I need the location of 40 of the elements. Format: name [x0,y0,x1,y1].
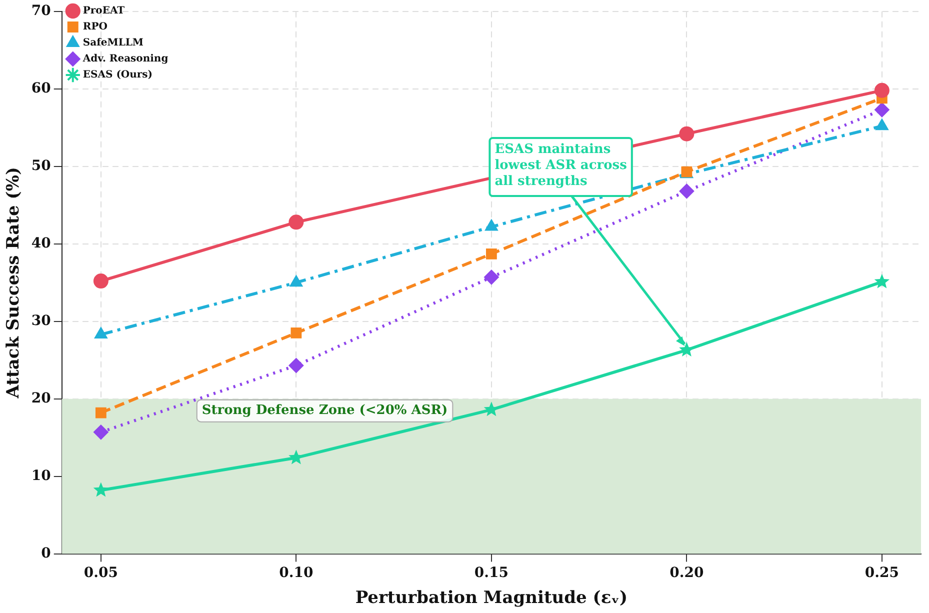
band-label: Strong Defense Zone (<20% ASR) [202,403,448,418]
legend-label: SafeMLLM [82,38,144,49]
point [290,275,303,287]
point [875,118,889,130]
point [874,82,890,98]
point [874,102,890,118]
point [679,126,694,142]
legend-label: ProEAT [82,6,126,17]
x-axis-title: Perturbation Magnitude (εᵥ) [355,588,628,608]
legend-label: RPO [82,22,108,33]
point [486,248,497,260]
point [484,219,498,231]
y-tick-label: 60 [31,80,52,97]
annotation: ESAS maintains lowest ASR across all strengths [494,142,627,189]
legend-label: Adv. Reasoning [82,54,168,65]
y-tick-label: 40 [31,236,52,252]
legend-label: ESAS (Ours) [82,70,153,81]
point [290,328,302,338]
point [93,482,109,497]
point [288,358,304,374]
point [679,184,694,199]
y-tick-label: 30 [31,312,52,329]
point [95,407,106,418]
y-axis-title: Attack Success Rate (%) [4,166,24,400]
point [288,214,304,230]
y-tick-label: 20 [31,390,52,406]
x-tick-label: 0.20 [670,564,704,581]
x-tick-label: 0.10 [279,564,314,581]
point [484,270,499,285]
y-tick-label: 10 [31,468,52,484]
y-tick-label: 50 [31,158,52,174]
point [874,274,890,288]
x-tick-label: 0.05 [84,564,118,581]
point [94,327,108,339]
x-tick-label: 0.15 [474,564,508,581]
point [93,424,108,440]
point [93,274,108,289]
y-tick-label: 0 [41,545,52,562]
y-tick-label: 70 [31,3,52,20]
x-tick-label: 0.25 [864,564,900,581]
